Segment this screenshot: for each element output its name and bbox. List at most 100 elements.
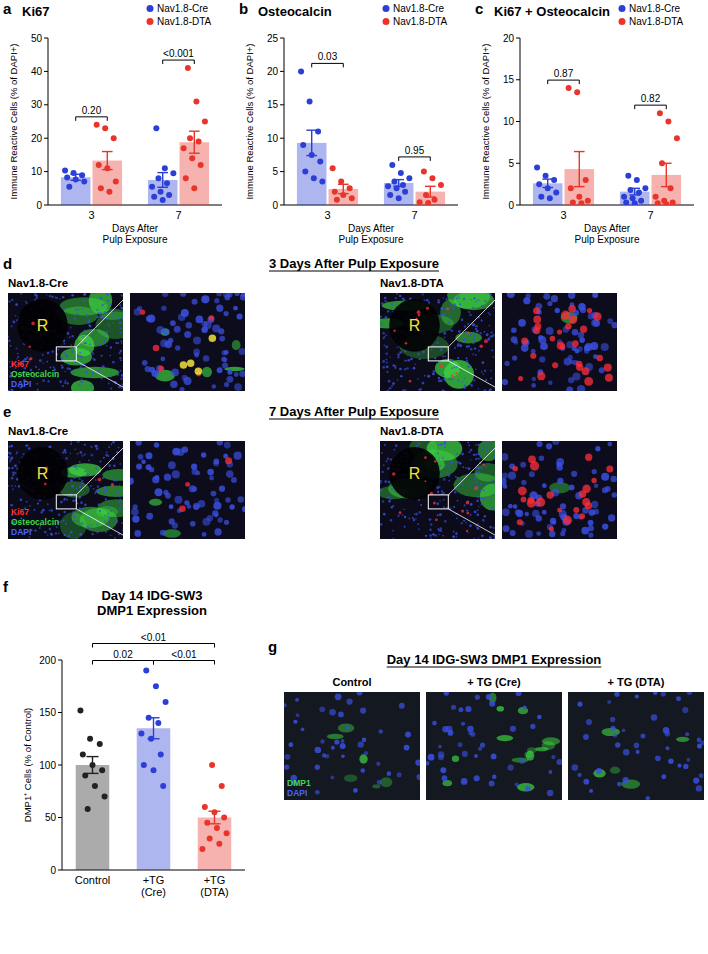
data-point <box>81 179 87 185</box>
data-point <box>221 815 227 821</box>
nucleus <box>440 349 443 352</box>
nucleus <box>468 451 470 453</box>
nucleus <box>418 528 420 530</box>
data-point <box>77 707 83 713</box>
nucleus <box>42 354 44 356</box>
nucleus <box>64 343 66 345</box>
nucleus <box>473 339 475 341</box>
nucleus <box>459 442 461 444</box>
nucleus <box>508 504 513 509</box>
data-point <box>536 181 542 187</box>
nucleus <box>219 486 225 492</box>
nucleus <box>426 299 429 302</box>
data-point <box>338 179 344 185</box>
nucleus <box>8 389 10 391</box>
data-point <box>160 783 166 789</box>
image-label: Nav1.8-DTA <box>380 277 444 289</box>
nucleus <box>135 441 141 446</box>
y-tick-label: 25 <box>267 33 279 44</box>
nucleus <box>591 501 598 508</box>
nucleus <box>463 386 466 389</box>
chart-title: Day 14 IDG-SW3DMP1 Expression <box>97 588 207 618</box>
nucleus <box>8 445 11 448</box>
nucleus <box>198 500 205 507</box>
nucleus <box>492 334 495 337</box>
nucleus <box>110 387 112 389</box>
root-canal-region <box>389 299 440 352</box>
nucleus <box>387 496 389 498</box>
data-point <box>64 175 70 181</box>
micrograph <box>426 692 562 800</box>
nucleus <box>467 365 470 368</box>
nucleus <box>464 340 466 342</box>
y-tick <box>516 79 520 80</box>
nucleus <box>112 312 115 315</box>
red-signal <box>569 316 577 324</box>
nucleus <box>588 532 593 537</box>
data-point <box>538 194 544 200</box>
nucleus <box>397 772 402 777</box>
nucleus <box>39 527 41 529</box>
p-value: 0.87 <box>554 68 574 79</box>
nucleus <box>413 367 416 370</box>
data-point <box>674 135 680 141</box>
nucleus <box>480 489 482 491</box>
nucleus <box>445 465 447 467</box>
nucleus <box>438 534 440 536</box>
data-point <box>196 139 202 145</box>
nucleus <box>330 776 334 780</box>
nucleus <box>224 382 229 387</box>
data-point <box>148 736 154 742</box>
nucleus <box>212 384 217 389</box>
nucleus <box>449 468 451 470</box>
nucleus <box>477 523 479 525</box>
nucleus <box>397 353 400 356</box>
nucleus <box>489 701 495 707</box>
data-point <box>189 155 195 161</box>
nucleus <box>8 485 10 487</box>
nucleus <box>16 453 18 455</box>
nucleus <box>388 380 391 383</box>
nucleus <box>49 528 51 530</box>
red-signal <box>467 331 470 334</box>
stain-label: DAPI <box>11 379 31 389</box>
nucleus <box>488 312 490 314</box>
nucleus <box>395 444 398 447</box>
nucleus <box>12 488 14 490</box>
nucleus <box>441 390 444 391</box>
nucleus <box>108 446 110 448</box>
nucleus <box>98 312 100 314</box>
nucleus <box>8 467 10 470</box>
nucleus <box>484 515 487 518</box>
nucleus <box>461 454 463 456</box>
nucleus <box>589 509 596 516</box>
nucleus <box>35 297 37 299</box>
nucleus <box>547 301 552 306</box>
overlap-signal <box>180 361 187 368</box>
nucleus <box>60 501 62 503</box>
nucleus <box>79 533 82 536</box>
nucleus <box>97 485 99 487</box>
data-point <box>155 720 161 726</box>
data-point <box>153 683 159 689</box>
data-point <box>102 794 108 800</box>
red-signal <box>537 372 545 380</box>
nucleus <box>454 347 456 349</box>
nucleus <box>386 365 389 368</box>
nucleus <box>492 775 497 780</box>
nucleus <box>444 692 449 696</box>
nucleus <box>80 380 83 383</box>
nucleus <box>119 463 121 465</box>
nucleus <box>438 377 440 379</box>
nucleus <box>70 443 72 445</box>
data-point <box>187 135 193 141</box>
nucleus <box>402 514 404 516</box>
nucleus <box>223 293 230 298</box>
nucleus <box>483 497 486 500</box>
nucleus <box>42 509 45 512</box>
nucleus <box>217 441 223 445</box>
nucleus <box>433 370 436 373</box>
bar <box>137 728 171 870</box>
nucleus <box>341 739 345 743</box>
data-point <box>578 200 584 205</box>
